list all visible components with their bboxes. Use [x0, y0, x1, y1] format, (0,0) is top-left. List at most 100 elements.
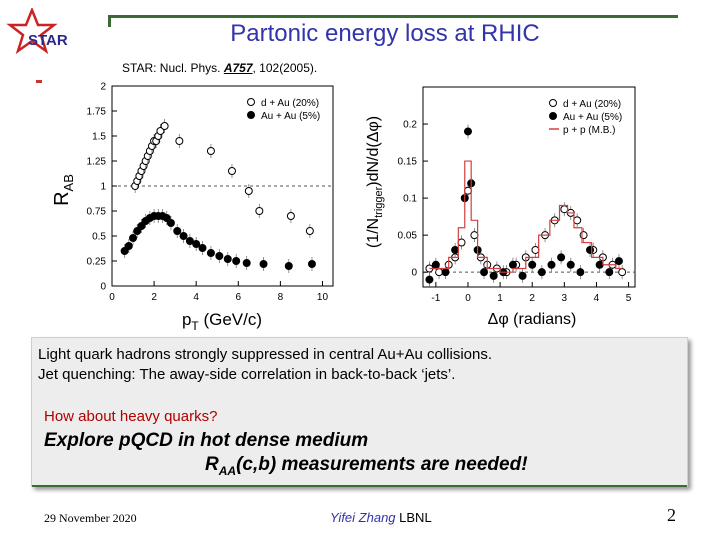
data-point-open: [255, 207, 264, 215]
summary-line-1: Light quark hadrons strongly suppressed …: [38, 346, 493, 363]
legend-label: p + p (M.B.): [563, 125, 616, 136]
logo-text: STAR: [28, 32, 68, 49]
data-point-filled: [595, 260, 604, 269]
data-point-filled: [518, 271, 527, 280]
x-tick-label: 6: [236, 292, 242, 303]
data-point-filled: [133, 227, 142, 235]
y-tick-label: 0: [411, 268, 417, 279]
y-tick-label: 1.75: [87, 107, 107, 118]
data-point-open: [560, 205, 569, 214]
data-point-filled: [463, 127, 472, 136]
data-point-filled: [179, 232, 188, 240]
y-tick-label: 2: [100, 82, 106, 93]
x-tick-label: 4: [193, 292, 199, 303]
data-point-filled: [215, 252, 224, 260]
star-icon: [6, 8, 58, 55]
data-point-open: [579, 231, 588, 240]
plot-frame: [422, 86, 636, 288]
x-tick-label: 1: [497, 293, 503, 304]
data-point-filled: [232, 257, 241, 265]
data-point-open: [286, 212, 295, 220]
author-name: Yifei Zhang: [330, 510, 396, 525]
y-tick-label: 0.75: [87, 207, 107, 218]
x-tick-label: 0: [109, 292, 115, 303]
x-tick-label: -1: [431, 293, 440, 304]
legend-label: Au + Au (5%): [261, 111, 320, 122]
title-rule-tick: [108, 15, 111, 27]
x-axis-label: pT (GeV/c): [182, 310, 262, 333]
data-point-open: [244, 187, 253, 195]
footer-author: Yifei Zhang LBNL: [330, 510, 432, 525]
y-axis-label: RAB: [51, 174, 76, 206]
x-tick-label: 0: [465, 293, 471, 304]
y-tick-label: 0.15: [398, 157, 418, 168]
citation-volume: A757: [223, 61, 253, 75]
data-point-filled: [576, 268, 585, 277]
data-point-open: [573, 216, 582, 225]
y-tick-label: 0.2: [403, 120, 417, 131]
y-tick-label: 0.05: [398, 231, 418, 242]
data-point-open: [156, 127, 165, 135]
x-tick-label: 10: [317, 292, 329, 303]
citation: STAR: Nucl. Phys. A757, 102(2005).: [122, 61, 317, 75]
data-point-filled: [566, 260, 575, 269]
raa-symbol: R: [205, 454, 219, 475]
x-tick-label: 5: [626, 293, 632, 304]
data-point-filled: [198, 244, 207, 252]
data-point-open: [470, 231, 479, 240]
data-point-filled: [242, 259, 251, 267]
data-point-filled: [537, 268, 546, 277]
raa-subscript: AA: [218, 463, 237, 478]
legend-label: Au + Au (5%): [563, 112, 622, 123]
y-tick-label: 1: [100, 182, 106, 193]
data-point-filled: [284, 262, 293, 270]
heavy-quark-question: How about heavy quarks?: [44, 408, 218, 425]
y-tick-label: 1.25: [87, 157, 107, 168]
legend-swatch-marker: [247, 98, 255, 106]
data-point-open: [531, 245, 540, 254]
data-point-filled: [192, 240, 201, 248]
star-logo: STAR: [6, 8, 68, 55]
x-axis-label: Δφ (radians): [488, 311, 577, 328]
data-point-open: [305, 227, 314, 235]
explore-pqcd: Explore pQCD in hot dense medium: [44, 430, 369, 451]
data-point-open: [175, 137, 184, 145]
data-point-filled: [425, 275, 434, 284]
pp-histogram-line: [429, 160, 623, 273]
data-point-filled: [605, 268, 614, 277]
data-point-open: [160, 122, 169, 130]
data-point-filled: [223, 255, 232, 263]
x-tick-label: 2: [151, 292, 157, 303]
data-point-filled: [173, 227, 182, 235]
legend-swatch-marker: [549, 112, 557, 120]
data-point-filled: [124, 242, 133, 250]
data-point-filled: [480, 268, 489, 277]
data-point-filled: [185, 237, 194, 245]
data-point-filled: [120, 247, 129, 255]
legend-label: d + Au (20%): [261, 98, 319, 109]
raa-needed: RAA(c,b) measurements are needed!: [205, 454, 528, 478]
data-point-filled: [307, 260, 316, 268]
rab-chart: 0 2 4 6 8 10 0 0.25 0.5 0.75 1 1.25 1.5 1.75 2 d + Au …: [51, 82, 334, 333]
data-point-filled: [259, 260, 268, 268]
data-point-open: [463, 186, 472, 195]
page-number: 2: [667, 505, 676, 525]
data-point-filled: [137, 222, 146, 230]
citation-suffix: , 102(2005).: [252, 61, 318, 75]
data-point-filled: [557, 253, 566, 262]
slide-title: Partonic energy loss at RHIC: [230, 20, 540, 47]
data-point-filled: [547, 260, 556, 269]
data-point-filled: [129, 234, 138, 242]
legend-swatch-marker: [549, 99, 557, 107]
title-rule: [108, 15, 678, 18]
raa-text: (c,b) measurements are needed!: [236, 454, 528, 475]
summary-line-2: Jet quenching: The away-side correlation…: [38, 366, 456, 383]
data-point-filled: [508, 260, 517, 269]
legend-label: d + Au (20%): [563, 99, 621, 110]
data-point-filled: [206, 249, 215, 257]
decorative-dash: [36, 80, 42, 83]
data-point-open: [206, 147, 215, 155]
data-point-filled: [441, 268, 450, 277]
citation-prefix: STAR: Nucl. Phys.: [122, 61, 224, 75]
data-point-open: [457, 238, 466, 247]
